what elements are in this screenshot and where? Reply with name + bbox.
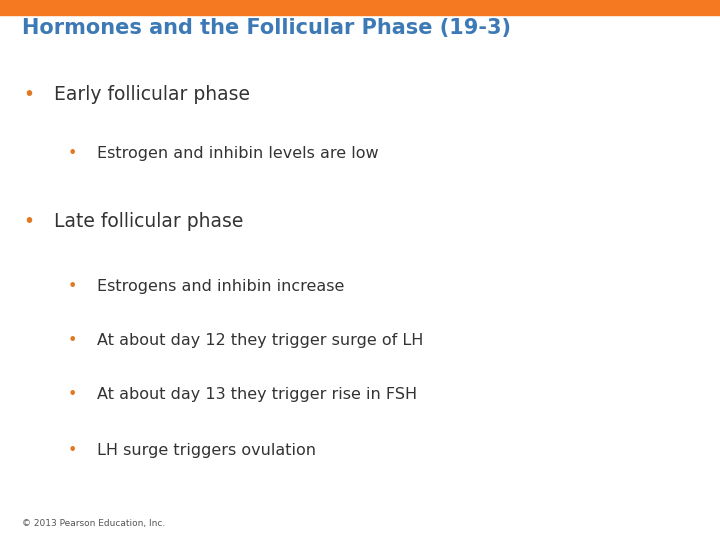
Text: Estrogen and inhibin levels are low: Estrogen and inhibin levels are low bbox=[97, 146, 379, 161]
Text: •: • bbox=[67, 279, 77, 294]
Bar bbox=[0, 0, 720, 15]
Text: Early follicular phase: Early follicular phase bbox=[54, 85, 250, 104]
Text: At about day 13 they trigger rise in FSH: At about day 13 they trigger rise in FSH bbox=[97, 387, 418, 402]
Text: •: • bbox=[23, 85, 35, 104]
Text: •: • bbox=[67, 443, 77, 458]
Text: •: • bbox=[67, 333, 77, 348]
Text: © 2013 Pearson Education, Inc.: © 2013 Pearson Education, Inc. bbox=[22, 519, 165, 528]
Text: Hormones and the Follicular Phase (19-3): Hormones and the Follicular Phase (19-3) bbox=[22, 18, 510, 38]
Text: At about day 12 they trigger surge of LH: At about day 12 they trigger surge of LH bbox=[97, 333, 423, 348]
Text: LH surge triggers ovulation: LH surge triggers ovulation bbox=[97, 443, 316, 458]
Text: •: • bbox=[67, 146, 77, 161]
Text: Late follicular phase: Late follicular phase bbox=[54, 212, 243, 231]
Text: Estrogens and inhibin increase: Estrogens and inhibin increase bbox=[97, 279, 345, 294]
Text: •: • bbox=[67, 387, 77, 402]
Text: •: • bbox=[23, 212, 35, 231]
